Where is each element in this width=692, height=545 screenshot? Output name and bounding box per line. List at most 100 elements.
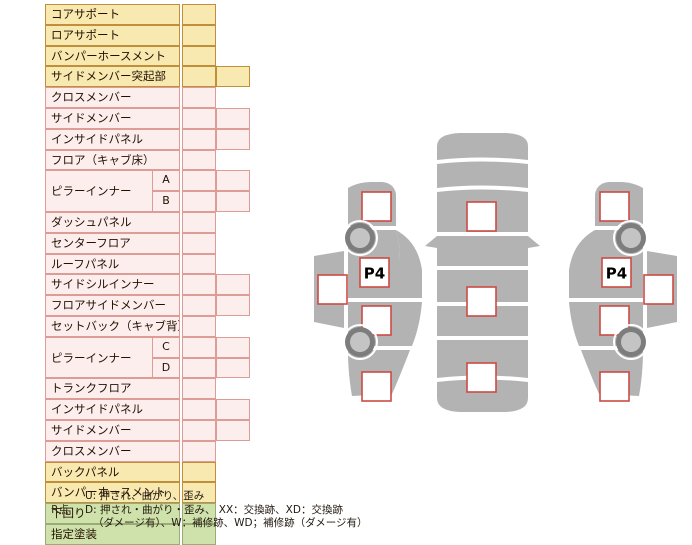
marker-right-front-panel[interactable] xyxy=(643,274,674,305)
grid-cell[interactable] xyxy=(182,503,216,524)
table-row: ルーフパネル xyxy=(45,253,251,275)
row-label: バンパーホースメント xyxy=(45,482,180,504)
grid-cell[interactable] xyxy=(182,24,216,46)
table-row: セットバック（キャブ背） xyxy=(45,315,251,337)
grid-cell[interactable] xyxy=(182,66,216,88)
table-row: ピラーインナー A xyxy=(45,170,251,212)
grid-cell[interactable] xyxy=(182,336,216,358)
legend: - U: 押され、曲がり、歪み R点 D: 押され・曲がり・歪み、 XX：交換跡… xyxy=(43,490,368,531)
vehicle-diagram: P4 xyxy=(300,130,692,425)
row-label: ダッシュパネル xyxy=(45,211,180,233)
marker-top-front[interactable] xyxy=(466,201,497,232)
grid-cell[interactable] xyxy=(216,357,250,379)
table-row: インサイドパネル xyxy=(45,399,251,420)
row-label: バックパネル xyxy=(45,461,180,483)
grid-cell[interactable] xyxy=(182,315,216,337)
grid-cell[interactable] xyxy=(182,378,216,400)
grid-cell[interactable] xyxy=(182,482,216,504)
legend-text-1: U: 押され、曲がり、歪み xyxy=(85,490,205,502)
grid-cell[interactable] xyxy=(216,419,250,441)
table-row: B xyxy=(45,191,251,212)
right-front-wheel xyxy=(613,220,649,256)
table-row: クロスメンバー xyxy=(45,87,251,108)
row-sub-label: A xyxy=(152,170,180,192)
row-label: インサイドパネル xyxy=(45,399,180,420)
grid-cell[interactable] xyxy=(216,128,250,150)
left-rear-bulge-upper xyxy=(396,230,422,298)
grid-cell[interactable] xyxy=(182,253,216,275)
table-row: コアサポート xyxy=(45,4,251,25)
grid-cell[interactable] xyxy=(182,170,216,192)
table-row: D xyxy=(45,357,251,379)
row-label: フロアサイドメンバー xyxy=(45,295,180,316)
table-row: インサイドパネル xyxy=(45,128,251,150)
grid-cell[interactable] xyxy=(182,211,216,233)
grid-cell[interactable] xyxy=(182,274,216,296)
grid-cell[interactable] xyxy=(182,45,216,67)
vehicle-top-view xyxy=(425,133,540,412)
grid-cell[interactable] xyxy=(216,399,250,420)
legend-row-2: R点 D: 押され・曲がり・歪み、 XX：交換跡、XD：交換跡 xyxy=(43,504,368,518)
grid-cell[interactable] xyxy=(182,4,216,25)
grid-cell[interactable] xyxy=(182,440,216,462)
row-label: ロアサポート xyxy=(45,24,180,46)
top-hood xyxy=(437,133,528,160)
marker-top-rear[interactable] xyxy=(466,362,497,393)
grid-cell[interactable] xyxy=(182,461,216,483)
marker-left-front-panel[interactable] xyxy=(317,274,348,305)
grid-cell[interactable] xyxy=(182,87,216,108)
vehicle-left-side-view: P4 xyxy=(314,182,422,402)
row-label: 下回り xyxy=(45,503,180,524)
vehicle-right-side-view: P4 xyxy=(569,182,677,402)
row-label: サイドメンバー xyxy=(45,107,180,129)
table-row: ロアサポート xyxy=(45,24,251,46)
row-sub-label: B xyxy=(152,191,180,212)
marker-right-top[interactable] xyxy=(599,191,630,222)
grid-cell[interactable] xyxy=(216,295,250,316)
grid-cell[interactable] xyxy=(182,295,216,316)
table-row: ピラーインナー C xyxy=(45,336,251,379)
label-right-p4: P4 xyxy=(606,265,627,283)
row-label: セットバック（キャブ背） xyxy=(45,315,180,337)
grid-cell[interactable] xyxy=(216,66,250,88)
top-mid-with-mirrors xyxy=(425,236,540,266)
legend-text-3: （ダメージ有）、W：補修跡、WD；補修跡（ダメージ有） xyxy=(93,517,368,529)
marker-top-middle[interactable] xyxy=(466,286,497,317)
marker-left-bottom[interactable] xyxy=(361,371,392,402)
row-label: センターフロア xyxy=(45,232,180,254)
grid-cell[interactable] xyxy=(182,419,216,441)
marker-left-p4[interactable] xyxy=(359,257,390,288)
marker-left-top[interactable] xyxy=(361,191,392,222)
row-sub-label: C xyxy=(152,336,180,358)
left-rear-wheel xyxy=(342,324,378,360)
grid-cell[interactable] xyxy=(216,170,250,192)
grid-cell[interactable] xyxy=(182,107,216,129)
right-rear-wheel xyxy=(613,324,649,360)
table-row: 下回り xyxy=(45,503,251,524)
row-label: フロア（キャブ床） xyxy=(45,149,180,171)
grid-cell[interactable] xyxy=(216,274,250,296)
grid-cell[interactable] xyxy=(182,232,216,254)
row-label: トランクフロア xyxy=(45,378,180,400)
table-row: バンパーホースメント xyxy=(45,482,251,504)
top-rear-bumper xyxy=(437,379,528,412)
legend-text-2: D: 押され・曲がり・歪み、 XX：交換跡、XD：交換跡 xyxy=(85,503,343,516)
grid-cell[interactable] xyxy=(182,399,216,420)
top-cabin xyxy=(437,270,528,302)
grid-cell[interactable] xyxy=(216,191,250,212)
grid-cell[interactable] xyxy=(182,191,216,212)
row-label: コアサポート xyxy=(45,4,180,25)
marker-right-p4[interactable] xyxy=(601,257,632,288)
grid-cell[interactable] xyxy=(182,128,216,150)
legend-row-1: - U: 押され、曲がり、歪み xyxy=(43,490,368,504)
marker-right-bottom[interactable] xyxy=(599,371,630,402)
grid-cell[interactable] xyxy=(216,336,250,358)
top-rear-seat xyxy=(437,306,528,336)
grid-cell[interactable] xyxy=(182,357,216,379)
table-row: サイドシルインナー xyxy=(45,274,251,296)
grid-cell[interactable] xyxy=(216,107,250,129)
grid-cell[interactable] xyxy=(182,149,216,171)
table-row: センターフロア xyxy=(45,232,251,254)
row-label: クロスメンバー xyxy=(45,87,180,108)
table-row: トランクフロア xyxy=(45,378,251,400)
